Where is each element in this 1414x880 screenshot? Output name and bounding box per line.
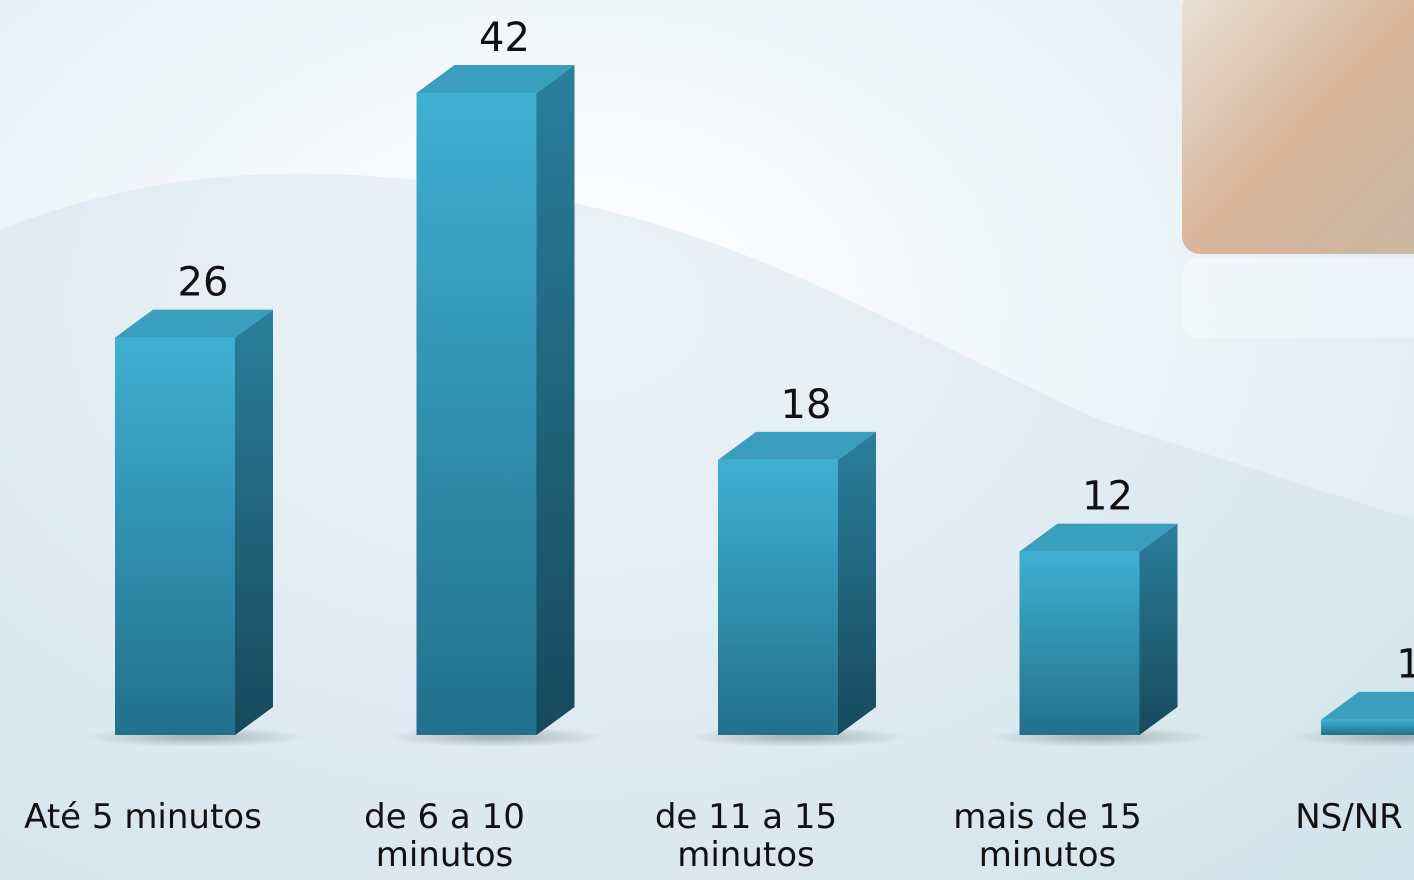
value-label: 12 — [1082, 474, 1133, 520]
bar — [1321, 719, 1414, 735]
bar — [115, 337, 235, 735]
bar-side — [1139, 523, 1178, 735]
x-tick-label: Até 5 minutos — [24, 797, 262, 837]
x-tick-label: mais de 15 minutos — [953, 797, 1142, 875]
x-tick-label: de 11 a 15 minutos — [654, 797, 838, 875]
bar — [416, 93, 537, 735]
bar-top — [1019, 523, 1178, 552]
photo — [1182, 0, 1414, 254]
bar-side — [536, 65, 575, 735]
bar-side — [838, 431, 876, 735]
photo-reflection — [1182, 258, 1414, 338]
bar-top — [115, 309, 273, 338]
value-label: 18 — [781, 382, 832, 428]
bar — [1019, 551, 1140, 735]
bar-top — [1321, 691, 1414, 720]
value-label: 42 — [479, 15, 530, 61]
bar — [718, 459, 838, 735]
value-label: 26 — [178, 260, 229, 306]
x-tick-label: de 6 a 10 minutos — [364, 797, 525, 875]
bar-top — [416, 65, 575, 93]
bar-side — [235, 309, 273, 735]
bar-top — [718, 431, 876, 460]
x-tick-label: NS/NR — [1295, 797, 1403, 837]
value-label: 1 — [1396, 642, 1414, 688]
